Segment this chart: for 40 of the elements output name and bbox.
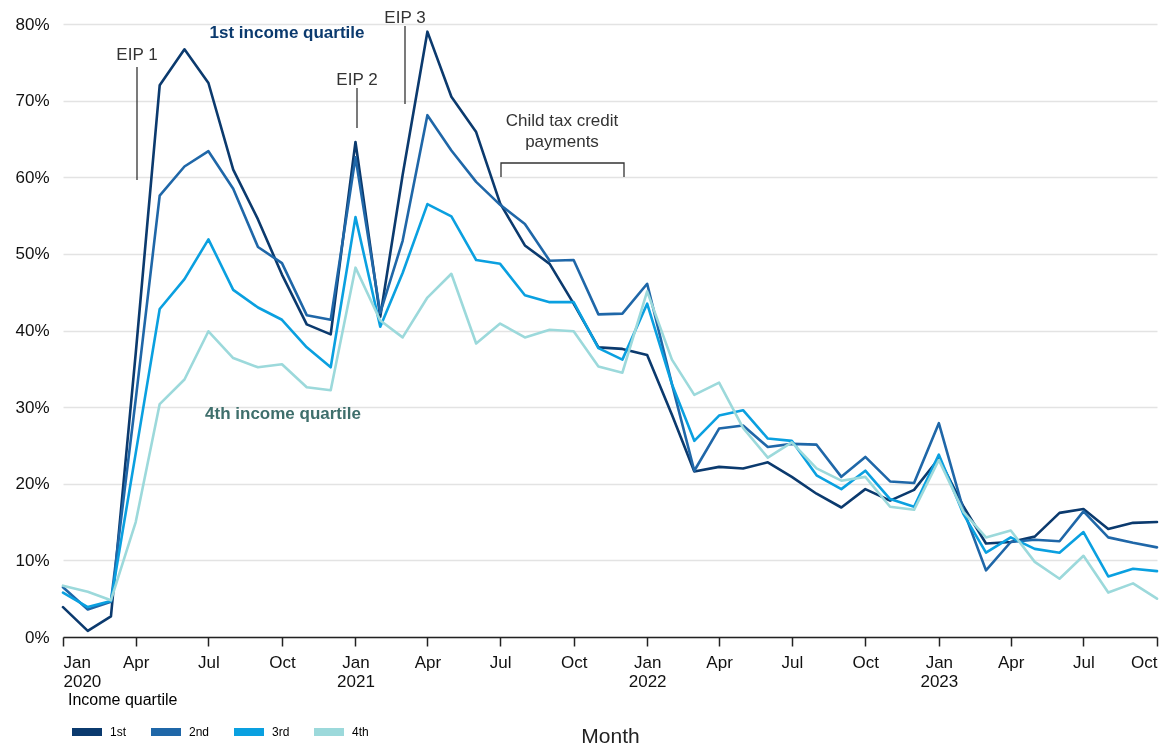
y-tick-label: 70% [15,91,50,111]
x-tick-label: Jan 2020 [63,652,102,691]
y-tick-label: 0% [24,627,50,647]
x-tick-label: Oct [1131,652,1158,672]
annotation: 1st income quartile [209,23,365,42]
y-tick-label: 30% [15,397,50,417]
line-series [61,202,1159,609]
line-series [61,113,1159,611]
x-tick-label: Apr [706,652,734,672]
x-tick-label: Jul [1073,652,1095,672]
x-tick-label: Jul [198,652,220,672]
x-axis-title: Month [581,723,640,747]
x-tick-label: Apr [122,652,150,672]
y-tick-label: 80% [15,14,50,34]
y-tick-label: 40% [15,321,50,340]
annotation: EIP 2 [336,70,378,89]
x-tick-label: Jan 2022 [628,652,667,691]
line-series [61,266,1159,602]
annotation: 4th income quartile [205,404,361,423]
annotation: EIP 3 [384,8,426,27]
annotation: Child tax credit payments [505,111,619,151]
x-tick-label: Jul [489,652,512,672]
x-tick-label: Apr [414,652,442,672]
x-tick-label: Oct [852,652,880,672]
y-tick-label: 50% [15,244,50,264]
y-tick-label: 20% [15,474,50,494]
legend-label: 4th [352,725,369,739]
x-tick-label: Apr [998,652,1025,672]
annotation: EIP 1 [116,45,158,64]
legend-label: 1st [110,725,127,739]
legend-label: 3rd [272,725,290,739]
x-tick-label: Jul [781,652,804,672]
x-tick-label: Oct [560,652,588,672]
legend-label: 2nd [189,725,210,739]
x-tick-label: Jan 2023 [920,652,959,691]
x-tick-label: Oct [269,652,296,672]
x-tick-label: Jan 2021 [337,652,375,691]
y-tick-label: 60% [15,167,50,187]
legend-title: Income quartile [68,691,178,708]
y-tick-label: 10% [15,550,50,570]
